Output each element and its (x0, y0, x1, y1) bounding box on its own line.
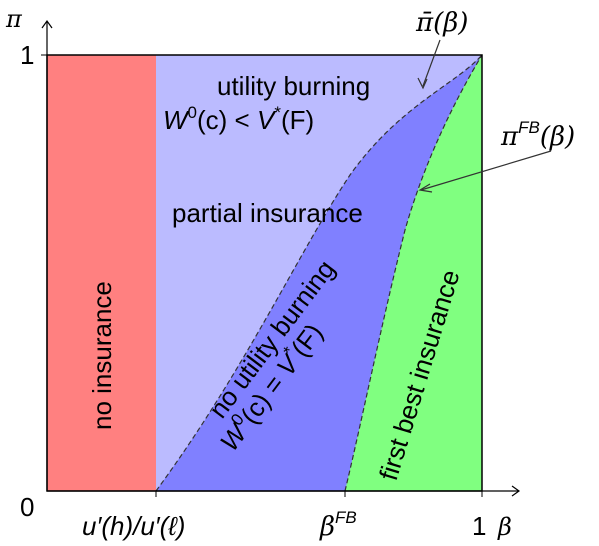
y-axis-arrow (41, 19, 53, 29)
x-axis-arrow (511, 485, 521, 497)
x-tick-beta-fb-label: βFB (319, 508, 357, 542)
no-insurance-label: no insurance (87, 281, 117, 430)
pi-fb-label: πFB(β) (500, 118, 575, 152)
origin-label: 0 (20, 492, 34, 522)
pi-fb-curve (344, 54, 483, 492)
pi-bar-curve (155, 54, 483, 492)
x-axis-label: β (497, 513, 512, 541)
pi-fb-pointer-head (418, 183, 433, 193)
partial-insurance-label: partial insurance (172, 198, 363, 228)
condition-less-than: W0(c) < V*(F) (163, 103, 314, 135)
utility-burning-label: utility burning (217, 71, 370, 101)
x-tick-1-label: 1 (472, 511, 486, 541)
y-tick-1-label: 1 (20, 40, 34, 70)
pi-fb-pointer (420, 150, 552, 191)
x-tick-threshold-label: u′(h)/u′(ℓ) (82, 511, 185, 541)
y-axis-label: π (5, 5, 23, 33)
pi-bar-label: π̄(β) (415, 8, 468, 38)
no-insurance-region (47, 55, 156, 491)
pi-bar-pointer-head (417, 77, 428, 90)
pi-bar-pointer (422, 39, 441, 87)
first-best-region (345, 55, 482, 491)
